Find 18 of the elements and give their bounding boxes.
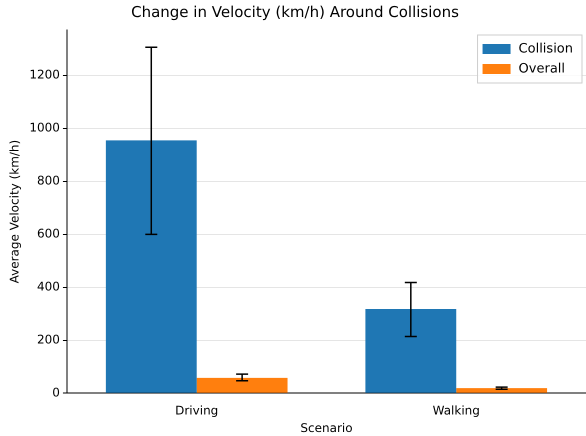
x-axis-title: Scenario: [300, 420, 353, 435]
y-tick-label: 1200: [29, 68, 60, 82]
y-tick-label: 800: [37, 174, 60, 188]
y-tick-label: 0: [52, 385, 60, 400]
y-tick-label: 1000: [29, 120, 60, 135]
chart-title: Change in Velocity (km/h) Around Collisions: [131, 2, 460, 21]
x-tick-label: Walking: [432, 404, 480, 418]
bar: [365, 309, 456, 393]
bar: [456, 388, 548, 393]
y-tick-label: 400: [37, 279, 60, 294]
bar: [196, 378, 288, 393]
legend-label: Collision: [518, 41, 574, 56]
x-tick-label: Driving: [175, 404, 218, 418]
bar: [106, 140, 197, 393]
y-tick-label: 600: [37, 226, 60, 240]
y-axis-title: Average Velocity (km/h): [7, 140, 22, 284]
y-tick-label: 200: [37, 332, 60, 346]
legend-label: Overall: [518, 61, 566, 76]
